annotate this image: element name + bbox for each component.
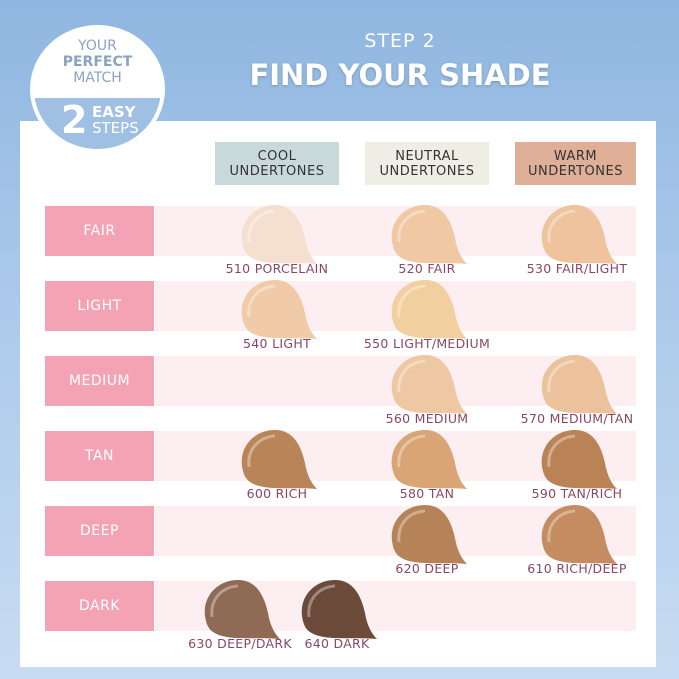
shade-swatch xyxy=(241,430,317,489)
shade-name: 600 RICH xyxy=(246,486,308,501)
shade-swatch xyxy=(541,430,617,489)
perfect-match-badge: YOUR PERFECT MATCH 2 EASY STEPS xyxy=(30,25,165,153)
badge-steps: STEPS xyxy=(92,119,139,137)
shade-swatch xyxy=(541,205,617,264)
row-label-fair: FAIR xyxy=(45,206,154,256)
column-header-line1: WARM xyxy=(553,149,598,164)
column-header-line2: UNDERTONES xyxy=(379,164,475,179)
row-label-light: LIGHT xyxy=(45,281,154,331)
shade-name: 510 PORCELAIN xyxy=(225,261,329,276)
column-header-neutral: NEUTRAL UNDERTONES xyxy=(365,142,489,185)
column-header-line1: COOL xyxy=(257,149,297,164)
column-header-line1: NEUTRAL xyxy=(395,149,459,164)
shade-swatch xyxy=(241,205,317,264)
shade-swatch xyxy=(204,580,280,639)
shade-swatch xyxy=(541,355,617,414)
shade-name: 530 FAIR/LIGHT xyxy=(526,261,628,276)
shade-name: 630 DEEP/DARK xyxy=(188,636,292,651)
row-label-tan: TAN xyxy=(45,431,154,481)
column-header-line2: UNDERTONES xyxy=(229,164,325,179)
badge-easy: EASY xyxy=(92,103,136,121)
shade-name: 620 DEEP xyxy=(395,561,459,576)
shade-swatch xyxy=(391,355,467,414)
column-header-line2: UNDERTONES xyxy=(528,164,623,179)
shade-swatch xyxy=(391,430,467,489)
shade-name: 580 TAN xyxy=(399,486,455,501)
page-title: FIND YOUR SHADE xyxy=(249,58,551,92)
shade-swatch xyxy=(241,280,317,339)
shade-name: 550 LIGHT/MEDIUM xyxy=(363,336,491,351)
shade-name: 640 DARK xyxy=(304,636,370,651)
column-header-warm: WARM UNDERTONES xyxy=(515,142,636,185)
shade-name: 590 TAN/RICH xyxy=(531,486,623,501)
row-label-medium: MEDIUM xyxy=(45,356,154,406)
shade-swatch xyxy=(391,205,467,264)
shade-name: 610 RICH/DEEP xyxy=(527,561,627,576)
column-header-cool: COOL UNDERTONES xyxy=(215,142,339,185)
shade-swatch xyxy=(301,580,377,639)
shade-swatch xyxy=(391,280,467,339)
shade-name: 560 MEDIUM xyxy=(385,411,469,426)
badge-number: 2 xyxy=(61,98,88,142)
shade-swatch xyxy=(391,505,467,564)
shade-name: 540 LIGHT xyxy=(243,336,311,351)
step-label: STEP 2 xyxy=(364,30,436,52)
badge-line2: PERFECT xyxy=(62,54,133,70)
badge-line3: MATCH xyxy=(73,70,122,86)
row-label-deep: DEEP xyxy=(45,506,154,556)
shade-swatch xyxy=(541,505,617,564)
row-label-dark: DARK xyxy=(45,581,154,631)
shade-name: 570 MEDIUM/TAN xyxy=(520,411,634,426)
badge-line1: YOUR xyxy=(78,38,117,54)
shade-name: 520 FAIR xyxy=(398,261,456,276)
